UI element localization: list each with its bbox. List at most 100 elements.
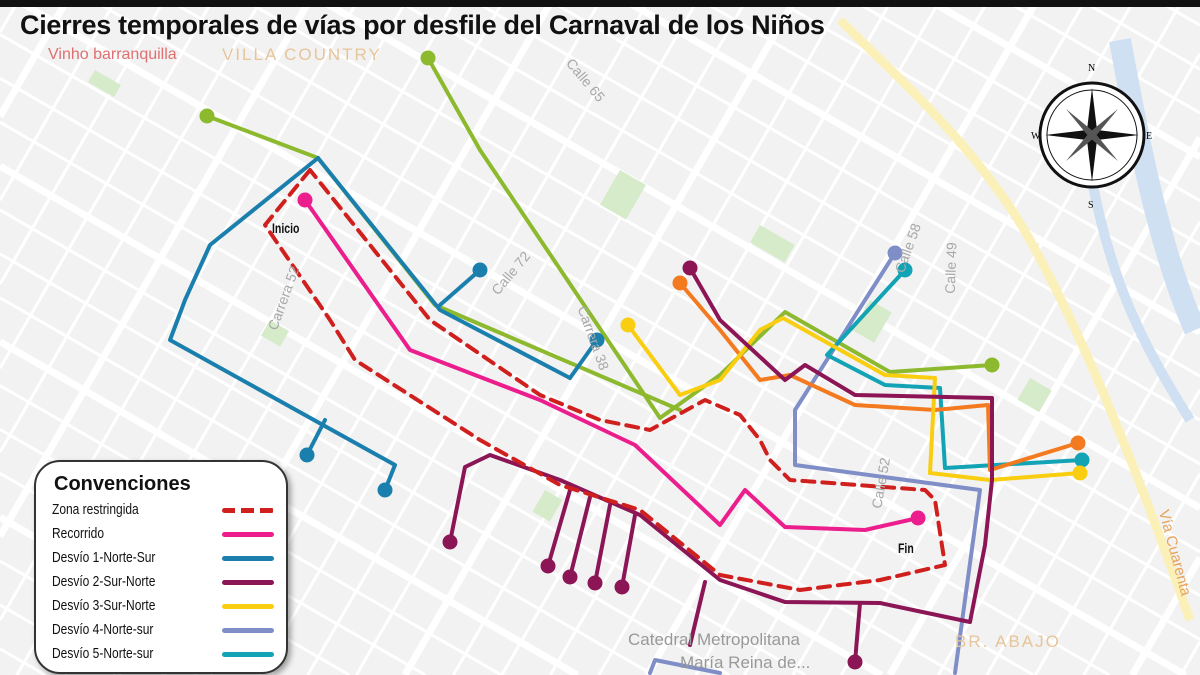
route-endpoint — [682, 260, 698, 276]
legend-item: Zona restringida — [36, 498, 286, 522]
route-green-line — [426, 56, 994, 420]
top-bar — [0, 0, 1200, 7]
route-green — [420, 50, 1000, 420]
street — [0, 0, 313, 538]
route-desvio-5-line — [825, 268, 1084, 470]
route-endpoint — [420, 50, 436, 66]
street — [886, 136, 1200, 675]
route-desvio-4-line — [648, 658, 722, 675]
start-marker-label: Inicio — [272, 220, 300, 236]
landmark-label: Catedral Metropolitana — [628, 630, 800, 649]
compass-s: S — [1088, 200, 1094, 210]
legend-title: Convenciones — [54, 473, 191, 495]
park — [1017, 378, 1052, 413]
route-orange — [672, 275, 1086, 472]
street — [306, 0, 699, 675]
street — [355, 0, 748, 675]
legend-item: Desvío 2-Sur-Norte — [36, 570, 286, 594]
street — [549, 0, 942, 675]
street — [0, 208, 807, 675]
legend-swatch — [222, 507, 274, 513]
route-desvio-2-line — [546, 488, 572, 568]
compass-n: N — [1088, 63, 1095, 74]
route-endpoint — [847, 654, 863, 670]
route-endpoint — [377, 482, 393, 498]
route-recorrido-line — [303, 198, 920, 532]
route-desvio-1-line — [316, 156, 572, 380]
legend-label: Desvío 5-Norte-sur — [52, 645, 154, 662]
route-desvio-2-line — [853, 601, 862, 664]
park — [88, 70, 121, 98]
legend-item: Recorrido — [36, 522, 286, 546]
route-endpoint — [199, 108, 215, 124]
route-endpoint — [672, 275, 688, 291]
street — [0, 647, 47, 675]
street — [1082, 473, 1200, 675]
route-endpoint — [299, 447, 315, 463]
route-endpoint — [984, 357, 1000, 373]
street — [500, 0, 893, 675]
legend-swatch — [222, 627, 274, 633]
route-desvio-2-line — [593, 503, 612, 585]
street — [597, 0, 990, 675]
route-desvio-2 — [688, 580, 707, 647]
street — [622, 0, 1200, 336]
street — [775, 0, 1200, 246]
street — [1129, 556, 1200, 675]
street — [318, 0, 1200, 511]
street — [395, 0, 1200, 466]
street — [0, 0, 263, 453]
street — [0, 252, 731, 675]
route-desvio-1 — [168, 156, 397, 498]
route-desvio-2 — [562, 495, 592, 585]
routes-layer — [168, 50, 1090, 675]
street — [0, 163, 884, 675]
route-endpoint — [1070, 435, 1086, 451]
legend-swatch — [222, 651, 274, 657]
park — [852, 299, 892, 343]
route-desvio-2 — [442, 260, 994, 624]
compass-w: W — [1031, 131, 1041, 142]
street — [694, 0, 1087, 675]
compass-rose-icon: N S E W — [1031, 63, 1152, 210]
legend-label: Desvío 4-Norte-sur — [52, 621, 154, 638]
route-zona-restringida — [263, 168, 947, 592]
street — [937, 221, 1200, 675]
route-endpoint — [887, 245, 903, 261]
route-desvio-2-line — [568, 495, 592, 579]
legend-item: Desvío 5-Norte-sur — [36, 642, 286, 666]
street — [1079, 0, 1200, 71]
route-endpoint — [897, 262, 913, 278]
street — [0, 296, 655, 675]
legend-item: Desvío 1-Norte-Sur — [36, 546, 286, 570]
page-title: Cierres temporales de vías por desfile d… — [20, 10, 825, 40]
street — [243, 0, 1200, 554]
park — [600, 169, 646, 220]
route-desvio-4 — [648, 658, 722, 675]
neighborhood-label: VILLA COUNTRY — [222, 45, 382, 64]
route-desvio-3-line — [626, 316, 1082, 482]
legend-item: Desvío 4-Norte-sur — [36, 618, 286, 642]
street-label: Calle 49 — [941, 242, 960, 294]
neighborhood-label: BR. ABAJO — [955, 632, 1061, 651]
route-desvio-3 — [620, 316, 1088, 482]
legend-label: Desvío 2-Sur-Norte — [52, 573, 156, 590]
route-endpoint — [614, 579, 630, 595]
legend-item: Desvío 3-Sur-Norte — [36, 594, 286, 618]
highway — [836, 16, 1195, 622]
street — [0, 0, 117, 201]
route-desvio-2 — [614, 513, 637, 595]
legend: Convenciones Zona restringida Recorrido De… — [34, 460, 288, 674]
route-recorrido — [297, 192, 926, 532]
route-desvio-5 — [825, 262, 1090, 470]
route-endpoint — [472, 262, 488, 278]
legend-label: Desvío 3-Sur-Norte — [52, 597, 156, 614]
park — [750, 225, 795, 263]
route-desvio-1 — [316, 156, 572, 380]
route-endpoint — [562, 569, 578, 585]
street — [1179, 641, 1200, 675]
route-endpoint — [540, 558, 556, 574]
legend-label: Desvío 1-Norte-Sur — [52, 549, 156, 566]
landmark-label: María Reina de... — [680, 653, 811, 672]
route-orange-line — [678, 281, 1080, 472]
